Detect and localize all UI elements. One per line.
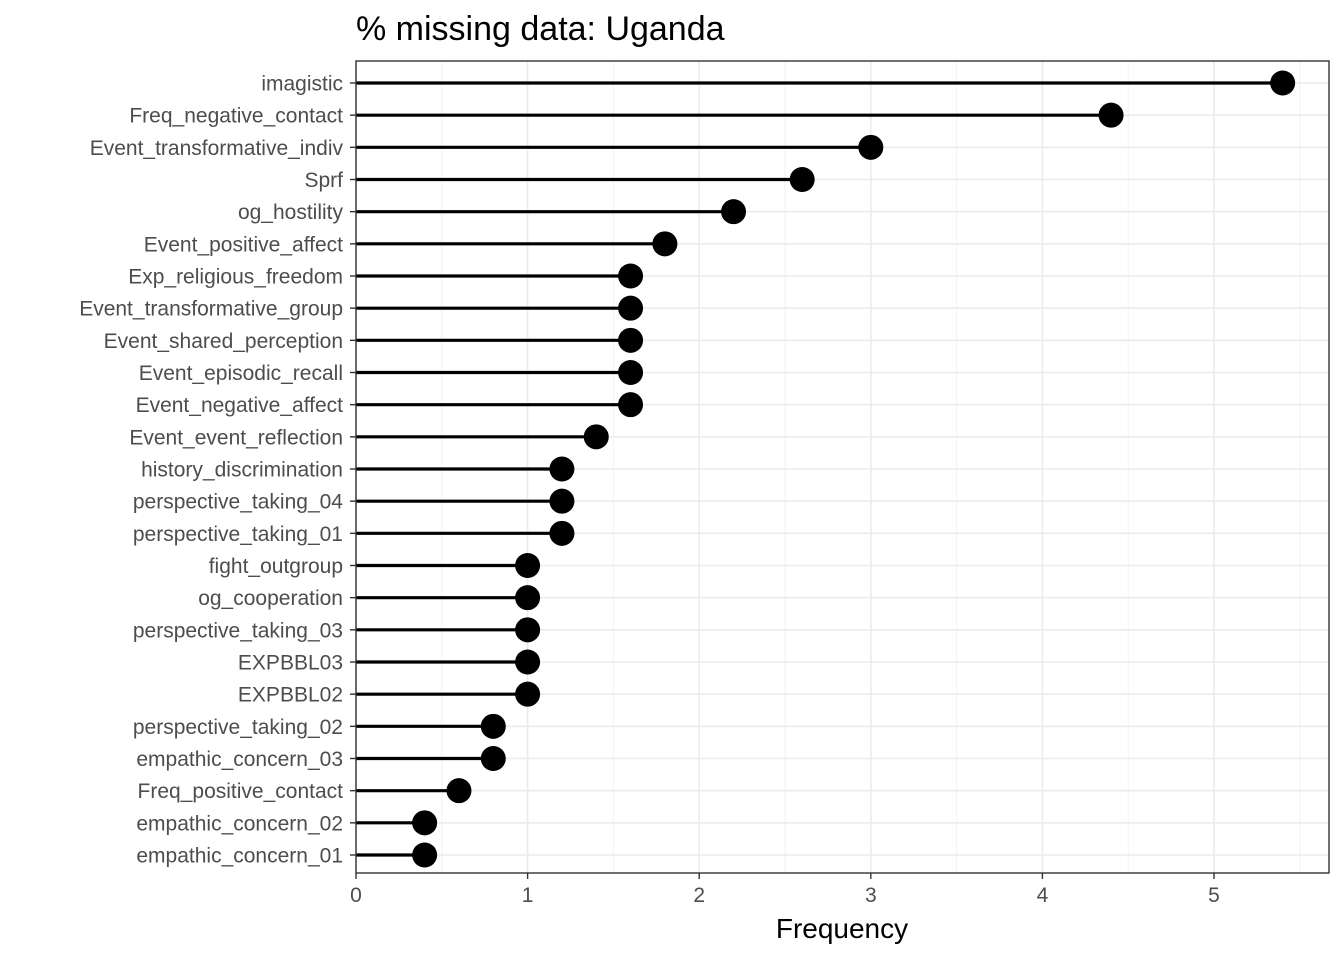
y-tick-label: perspective_taking_01 [133, 523, 343, 546]
y-tick-label: Freq_positive_contact [138, 780, 344, 803]
y-tick-label: empathic_concern_03 [136, 748, 343, 771]
minor-gridlines [441, 61, 1301, 873]
lollipop-point [618, 360, 644, 385]
lollipop-point [652, 231, 678, 257]
lollipop-marks [356, 70, 1296, 868]
y-tick-label: perspective_taking_03 [133, 619, 343, 642]
x-axis-title: Frequency [776, 913, 908, 944]
y-tick-label: Sprf [304, 169, 343, 192]
panel-background [356, 61, 1329, 873]
x-tick-label: 1 [522, 884, 534, 907]
lollipop-point [549, 488, 575, 514]
lollipop-point [446, 778, 472, 804]
y-tick-label: Event_positive_affect [144, 233, 343, 256]
y-tick-label: empathic_concern_01 [136, 845, 343, 868]
y-tick-label: fight_outgroup [209, 555, 343, 578]
y-tick-label: history_discrimination [141, 459, 343, 482]
lollipop-point [721, 199, 747, 225]
x-axis: 0 1 2 3 4 5 [350, 873, 1220, 907]
y-tick-label: og_hostility [238, 201, 344, 224]
lollipop-point [515, 617, 541, 643]
chart-title: % missing data: Uganda [356, 10, 725, 48]
lollipop-point [618, 392, 644, 418]
lollipop-point [515, 585, 541, 611]
lollipop-point [618, 295, 644, 321]
lollipop-point [1098, 102, 1124, 128]
panel-border [355, 60, 1330, 874]
x-tick-label: 5 [1208, 884, 1220, 907]
y-tick-label: empathic_concern_02 [136, 812, 343, 835]
lollipop-point [858, 134, 884, 160]
lollipop-point [583, 424, 609, 450]
lollipop-point [480, 713, 506, 739]
x-tick-label: 2 [693, 884, 705, 907]
y-tick-label: EXPBBL02 [238, 684, 343, 707]
x-tick-label: 3 [865, 884, 877, 907]
lollipop-point [412, 842, 438, 868]
y-tick-label: perspective_taking_04 [133, 491, 343, 514]
lollipop-point [789, 167, 815, 192]
x-tick-label: 0 [350, 884, 362, 907]
y-axis-labels: imagistic Freq_negative_contact Event_tran… [79, 73, 356, 868]
y-tick-label: imagistic [261, 73, 343, 96]
y-tick-label: perspective_taking_02 [133, 716, 343, 739]
lollipop-point [480, 746, 506, 771]
y-tick-label: EXPBBL03 [238, 652, 343, 675]
y-tick-label: Event_episodic_recall [139, 362, 343, 385]
x-tick-label: 4 [1037, 884, 1049, 907]
lollipop-point [1270, 70, 1296, 96]
y-tick-label: og_cooperation [198, 587, 343, 610]
plot-panel [355, 60, 1330, 874]
y-tick-label: Event_transformative_indiv [90, 137, 344, 160]
y-tick-label: Event_negative_affect [136, 394, 344, 417]
y-tick-label: Event_event_reflection [129, 426, 343, 449]
lollipop-point [549, 520, 575, 546]
lollipop-point [412, 810, 438, 836]
lollipop-point [618, 327, 644, 353]
lollipop-point [515, 553, 541, 578]
y-tick-label: Event_transformative_group [79, 298, 343, 321]
y-tick-label: Freq_negative_contact [129, 105, 343, 128]
y-tick-label: Event_shared_perception [104, 330, 343, 353]
lollipop-point [515, 681, 541, 707]
y-tick-label: Exp_religious_freedom [128, 266, 343, 289]
lollipop-point [549, 456, 575, 482]
lollipop-point [618, 263, 644, 289]
lollipop-point [515, 649, 541, 675]
